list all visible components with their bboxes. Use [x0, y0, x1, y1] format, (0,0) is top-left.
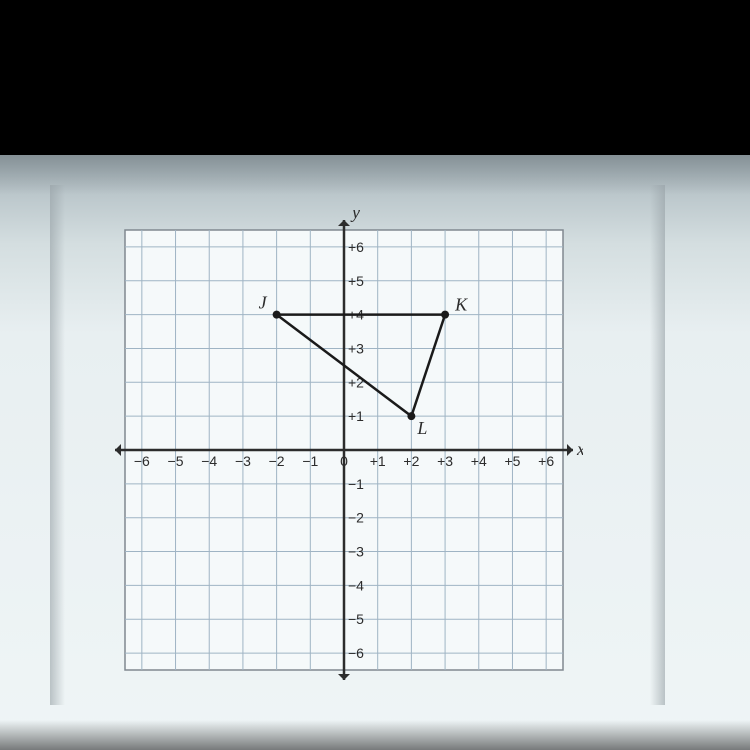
svg-text:−1: −1: [302, 453, 318, 469]
svg-text:J: J: [259, 293, 268, 313]
page-shadow-right: [650, 185, 665, 705]
svg-text:+3: +3: [437, 453, 453, 469]
screen-glare: [0, 155, 750, 195]
svg-text:−5: −5: [348, 611, 364, 627]
svg-text:L: L: [416, 418, 427, 438]
svg-text:−3: −3: [235, 453, 251, 469]
svg-text:y: y: [350, 210, 360, 222]
svg-text:+5: +5: [504, 453, 520, 469]
grid-svg: yx−6−5−4−3−2−10+1+2+3+4+5+6+6+5+4+3+2+1−…: [105, 210, 583, 690]
svg-text:0: 0: [340, 453, 348, 469]
svg-text:−6: −6: [348, 645, 364, 661]
page-shadow-left: [50, 185, 65, 705]
svg-text:−2: −2: [269, 453, 285, 469]
svg-text:−3: −3: [348, 544, 364, 560]
svg-text:+5: +5: [348, 273, 364, 289]
svg-text:−5: −5: [168, 453, 184, 469]
svg-text:+1: +1: [370, 453, 386, 469]
svg-text:+2: +2: [348, 374, 364, 390]
svg-text:−2: −2: [348, 510, 364, 526]
bottom-vignette: [0, 720, 750, 750]
svg-text:+4: +4: [471, 453, 487, 469]
svg-text:−1: −1: [348, 476, 364, 492]
coordinate-grid-chart: yx−6−5−4−3−2−10+1+2+3+4+5+6+6+5+4+3+2+1−…: [105, 210, 583, 690]
svg-text:+6: +6: [348, 239, 364, 255]
svg-text:+2: +2: [403, 453, 419, 469]
svg-text:+1: +1: [348, 408, 364, 424]
svg-text:+3: +3: [348, 340, 364, 356]
svg-text:−6: −6: [134, 453, 150, 469]
svg-text:−4: −4: [348, 577, 364, 593]
svg-text:x: x: [576, 439, 583, 459]
photo-frame: yx−6−5−4−3−2−10+1+2+3+4+5+6+6+5+4+3+2+1−…: [0, 0, 750, 750]
svg-text:K: K: [454, 295, 468, 315]
svg-text:−4: −4: [201, 453, 217, 469]
svg-text:+6: +6: [538, 453, 554, 469]
